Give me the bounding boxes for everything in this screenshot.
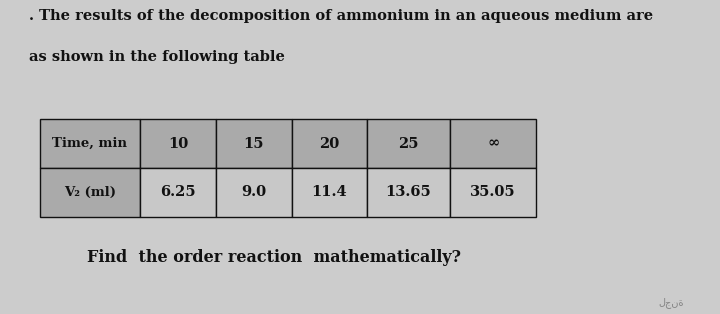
Bar bbox=[40, 168, 140, 217]
Text: 25: 25 bbox=[398, 137, 419, 151]
Text: 6.25: 6.25 bbox=[161, 185, 196, 199]
Text: V₂ (ml): V₂ (ml) bbox=[64, 186, 116, 199]
Text: 20: 20 bbox=[319, 137, 340, 151]
Bar bbox=[292, 119, 367, 168]
Bar bbox=[367, 168, 450, 217]
Text: 10: 10 bbox=[168, 137, 189, 151]
Text: ∞: ∞ bbox=[487, 137, 499, 151]
Text: Find  the order reaction  mathematically?: Find the order reaction mathematically? bbox=[86, 249, 461, 266]
Text: . The results of the decomposition of ammonium in an aqueous medium are: . The results of the decomposition of am… bbox=[29, 9, 653, 24]
Text: 9.0: 9.0 bbox=[241, 185, 266, 199]
Bar bbox=[216, 168, 292, 217]
Bar bbox=[216, 119, 292, 168]
Bar bbox=[450, 119, 536, 168]
Bar bbox=[292, 168, 367, 217]
Text: Time, min: Time, min bbox=[53, 137, 127, 150]
Text: 35.05: 35.05 bbox=[470, 185, 516, 199]
Text: لجنة: لجنة bbox=[658, 297, 684, 308]
Bar bbox=[140, 119, 216, 168]
Text: 15: 15 bbox=[243, 137, 264, 151]
Bar bbox=[140, 168, 216, 217]
Bar bbox=[367, 119, 450, 168]
Bar bbox=[450, 168, 536, 217]
Text: 11.4: 11.4 bbox=[312, 185, 347, 199]
Text: as shown in the following table: as shown in the following table bbox=[29, 50, 284, 64]
Bar bbox=[40, 119, 140, 168]
Text: 13.65: 13.65 bbox=[386, 185, 431, 199]
